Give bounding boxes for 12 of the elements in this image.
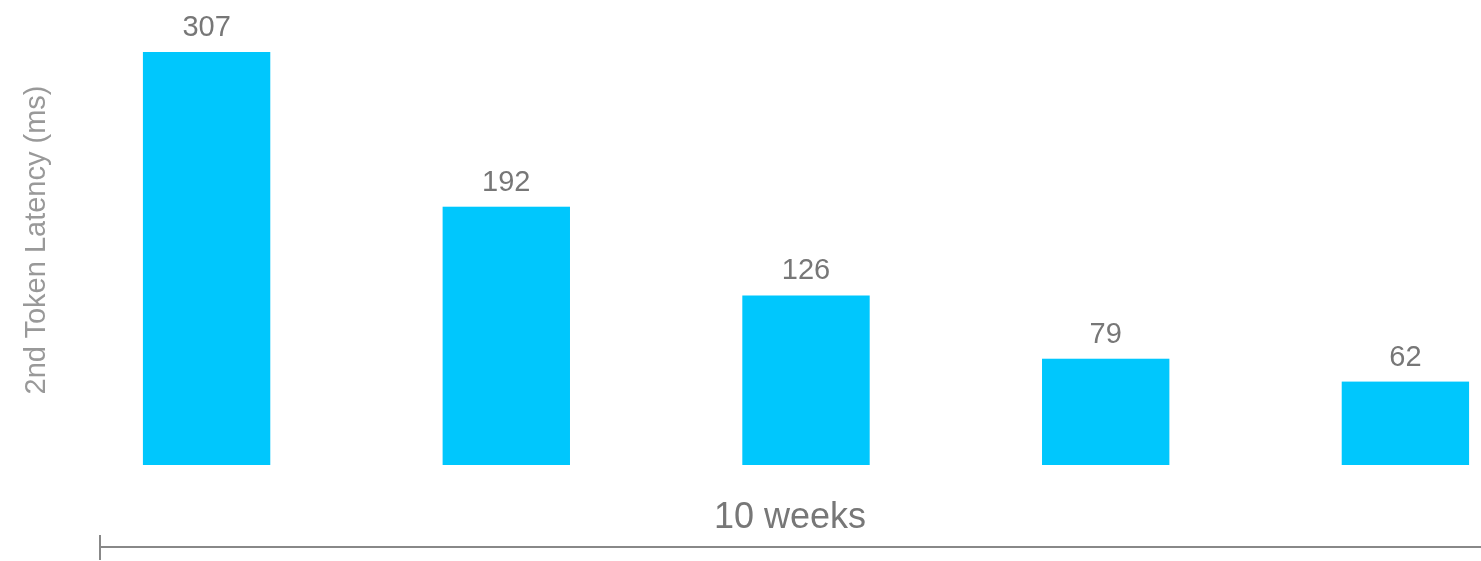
- data-label: 126: [781, 253, 831, 286]
- y-axis-title: 2nd Token Latency (ms): [19, 85, 51, 395]
- data-label: 307: [182, 10, 231, 42]
- bar: [742, 295, 870, 465]
- data-label: 192: [482, 164, 531, 197]
- bar: [1042, 358, 1170, 465]
- x-axis-title: 10 weeks: [713, 495, 867, 536]
- data-label: 62: [1389, 339, 1422, 372]
- data-label: 79: [1089, 316, 1122, 349]
- bar: [1341, 381, 1470, 465]
- bar: [442, 206, 570, 465]
- bar: [142, 52, 271, 465]
